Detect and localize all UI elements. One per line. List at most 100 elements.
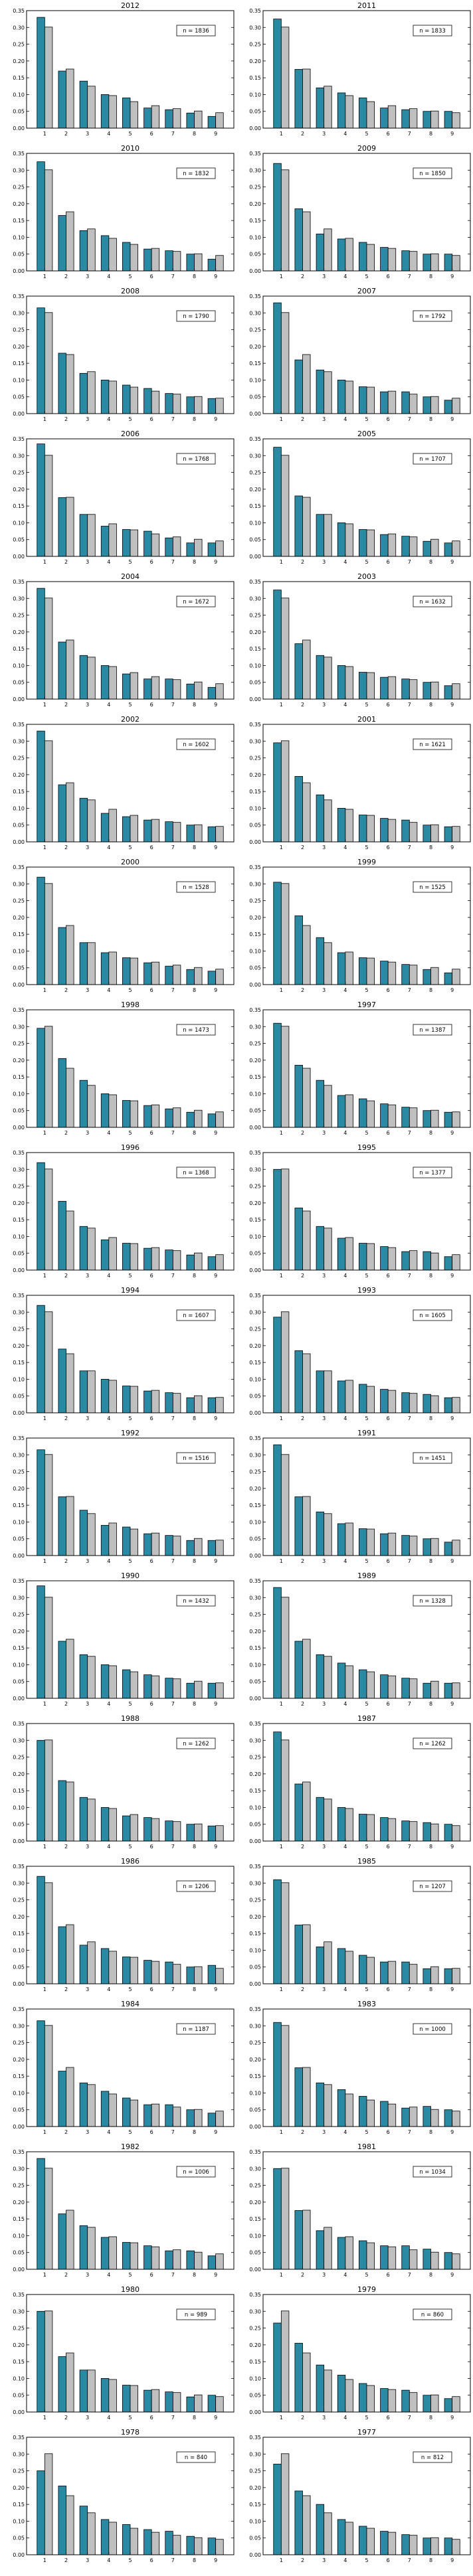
bar-observed xyxy=(37,2310,45,2413)
sample-size-label: n = 1833 xyxy=(419,28,446,35)
bar-observed xyxy=(401,536,410,557)
bar-observed xyxy=(380,247,389,272)
x-tick-label: 2 xyxy=(301,1558,304,1564)
plot-frame xyxy=(26,581,235,700)
bar-observed xyxy=(79,2082,88,2127)
y-tick-label: 0.15 xyxy=(249,789,261,795)
bar-observed xyxy=(207,1540,217,1556)
x-tick-label: 4 xyxy=(343,2272,347,2278)
y-tick-label: 0.35 xyxy=(13,1293,25,1299)
bar-observed xyxy=(380,1246,389,1271)
y-tick-label: 0.25 xyxy=(249,42,261,48)
x-tick-label: 4 xyxy=(343,416,347,422)
bar-observed xyxy=(186,1111,195,1128)
bar-observed xyxy=(186,112,195,129)
plot-frame xyxy=(262,1866,471,1984)
chart-panel: 1992 0.00 0.05 0.10 0.15 0.20 0.25 0.30 0.35 1 2 3 4… xyxy=(13,1429,235,1564)
bar-expected xyxy=(87,2084,96,2127)
x-tick-label: 1 xyxy=(280,845,283,850)
x-tick-label: 2 xyxy=(64,1130,68,1136)
bar-expected xyxy=(409,108,418,129)
y-tick-label: 0.10 xyxy=(13,1662,25,1668)
sample-size-label: n = 1792 xyxy=(419,313,446,320)
bar-observed xyxy=(359,957,367,985)
bar-expected xyxy=(194,1966,203,1984)
bar-expected xyxy=(366,244,375,272)
y-tick-label: 0.20 xyxy=(249,1058,261,1064)
chart-panel: 2009 0.00 0.05 0.10 0.15 0.20 0.25 0.30 0.35 1 2 3 4… xyxy=(249,144,471,280)
plot-frame xyxy=(262,2294,471,2413)
bar-observed xyxy=(58,1641,66,1699)
x-tick-label: 8 xyxy=(429,559,432,565)
bar-expected xyxy=(108,1951,117,1984)
bar-observed xyxy=(37,730,45,843)
chart-title: 1990 xyxy=(121,1571,140,1580)
bar-expected xyxy=(430,253,439,272)
bar-observed xyxy=(79,514,88,557)
x-tick-label: 8 xyxy=(429,1701,432,1707)
x-tick-label: 9 xyxy=(450,1844,454,1850)
bar-expected xyxy=(66,68,74,129)
sample-size-label: n = 1605 xyxy=(419,1313,446,1319)
x-tick-label: 2 xyxy=(64,1558,68,1564)
y-tick-label: 0.15 xyxy=(13,503,25,509)
bar-expected xyxy=(108,2379,117,2413)
bar-expected xyxy=(66,1639,74,1699)
bar-expected xyxy=(108,523,117,557)
x-tick-label: 6 xyxy=(387,1273,390,1279)
y-tick-label: 0.00 xyxy=(13,411,25,417)
y-tick-label: 0.00 xyxy=(13,1553,25,1559)
plot-frame xyxy=(26,10,235,129)
bar-expected xyxy=(194,538,203,557)
plot-frame xyxy=(26,1152,235,1271)
sample-size-box xyxy=(413,2451,452,2463)
x-tick-label: 9 xyxy=(450,559,454,565)
x-tick-label: 2 xyxy=(301,2272,304,2278)
bar-expected xyxy=(345,666,353,700)
y-tick-label: 0.35 xyxy=(13,293,25,299)
y-tick-label: 0.10 xyxy=(13,1376,25,1382)
y-tick-label: 0.00 xyxy=(13,696,25,702)
bar-expected xyxy=(345,2236,353,2270)
bar-observed xyxy=(122,1100,131,1128)
bar-expected xyxy=(44,2310,53,2413)
bar-expected xyxy=(172,965,181,985)
y-tick-label: 0.15 xyxy=(249,1217,261,1223)
y-tick-label: 0.15 xyxy=(249,2073,261,2079)
bar-observed xyxy=(143,1390,152,1413)
y-tick-label: 0.30 xyxy=(13,310,25,316)
y-tick-label: 0.20 xyxy=(13,1914,25,1920)
x-tick-label: 2 xyxy=(64,1415,68,1421)
x-tick-label: 1 xyxy=(43,416,47,422)
bar-observed xyxy=(100,665,110,700)
bar-observed xyxy=(316,1080,325,1128)
bar-observed xyxy=(186,1967,195,1984)
y-tick-label: 0.35 xyxy=(249,864,261,870)
y-tick-label: 0.35 xyxy=(13,2149,25,2155)
y-tick-label: 0.15 xyxy=(13,2216,25,2222)
bar-expected xyxy=(345,238,353,272)
bar-expected xyxy=(130,386,138,414)
bar-observed xyxy=(79,230,88,272)
bar-expected xyxy=(387,676,397,700)
bar-expected xyxy=(87,371,96,414)
x-tick-label: 3 xyxy=(86,2557,89,2563)
bar-observed xyxy=(37,307,45,414)
plot-frame xyxy=(262,1009,471,1128)
bar-expected xyxy=(215,1540,224,1556)
y-tick-label: 0.35 xyxy=(249,1007,261,1013)
x-tick-label: 8 xyxy=(193,845,196,850)
x-tick-label: 3 xyxy=(322,1415,326,1421)
bar-expected xyxy=(194,1395,203,1413)
y-tick-label: 0.05 xyxy=(13,2393,25,2399)
y-tick-label: 0.05 xyxy=(13,1394,25,1400)
bar-observed xyxy=(423,825,431,843)
y-tick-label: 0.30 xyxy=(249,2451,261,2457)
y-tick-label: 0.20 xyxy=(13,1771,25,1777)
bar-expected xyxy=(366,1100,375,1128)
y-tick-label: 0.30 xyxy=(249,1167,261,1172)
bar-observed xyxy=(58,497,66,557)
bar-observed xyxy=(359,1669,367,1699)
bar-expected xyxy=(409,1536,418,1556)
bar-expected xyxy=(130,101,138,129)
